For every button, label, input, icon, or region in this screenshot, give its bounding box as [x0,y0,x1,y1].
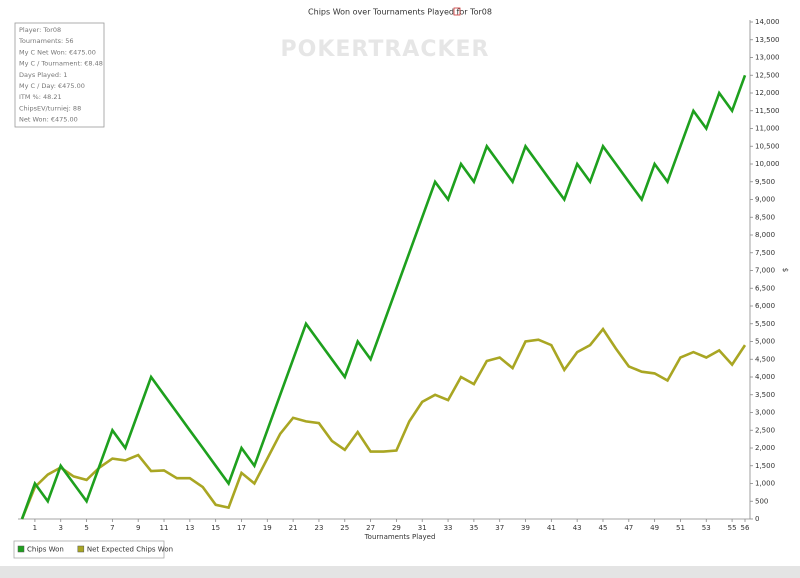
y-tick-label: 9,500 [755,178,775,186]
x-tick-label: 56 [741,524,750,532]
x-tick-label: 37 [495,524,504,532]
title-icon [453,7,461,16]
y-tick-label: 10,000 [755,160,780,168]
info-line: ITM %: 48.21 [19,93,62,101]
x-tick-label: 29 [392,524,401,532]
x-tick-label: 21 [289,524,298,532]
x-tick-label: 47 [624,524,633,532]
x-tick-label: 19 [263,524,272,532]
y-tick-label: 4,000 [755,373,775,381]
x-tick-label: 9 [136,524,140,532]
x-tick-label: 27 [366,524,375,532]
chart-background [0,0,800,566]
x-tick-label: 43 [573,524,582,532]
status-strip [0,566,800,578]
y-tick-label: 8,500 [755,213,775,221]
x-tick-label: 25 [340,524,349,532]
x-tick-label: 49 [650,524,659,532]
info-line: Net Won: €475.00 [19,116,78,124]
info-line: Tournaments: 56 [18,37,74,45]
x-tick-label: 15 [211,524,220,532]
legend-label: Net Expected Chips Won [87,546,173,554]
x-tick-label: 23 [314,524,323,532]
y-tick-label: 1,500 [755,462,775,470]
x-tick-label: 51 [676,524,685,532]
series-line [20,74,747,520]
y-tick-label: 0 [755,515,759,523]
y-tick-label: 5,000 [755,338,775,346]
y-tick-label: 500 [755,497,768,505]
chart-title: Chips Won over Tournaments Played for To… [308,8,492,17]
x-tick-label: 35 [469,524,478,532]
y-tick-label: 13,000 [755,54,780,62]
y-tick-label: 13,500 [755,36,780,44]
info-line: My C / Tournament: €8.48 [19,60,103,68]
x-tick-label: 5 [84,524,88,532]
x-tick-label: 3 [58,524,62,532]
x-tick-label: 33 [444,524,453,532]
y-tick-label: 1,000 [755,480,775,488]
y-tick-label: 10,500 [755,142,780,150]
watermark: POKERTRACKER [281,37,490,62]
info-box [14,22,105,128]
y-tick-label: 2,000 [755,444,775,452]
x-tick-label: 1 [33,524,37,532]
legend [13,540,165,559]
y-tick-label: 9,000 [755,196,775,204]
x-tick-label: 53 [702,524,711,532]
x-tick-label: 55 [728,524,737,532]
y-axis-label: $ [781,268,789,272]
x-tick-label: 7 [110,524,114,532]
y-tick-label: 14,000 [755,18,780,26]
y-tick-label: 7,000 [755,267,775,275]
info-line: My C / Day: €475.00 [19,82,85,90]
y-tick-label: 11,500 [755,107,780,115]
y-tick-label: 7,500 [755,249,775,257]
y-tick-label: 3,000 [755,409,775,417]
x-tick-label: 39 [521,524,530,532]
legend-swatch [77,545,85,553]
y-tick-label: 6,000 [755,302,775,310]
info-line: Days Played: 1 [19,71,67,79]
y-tick-label: 12,500 [755,71,780,79]
legend-swatch [17,545,25,553]
x-tick-label: 11 [160,524,169,532]
x-axis-label: Tournaments Played [364,533,436,541]
info-line: ChipsEV/turniej: 88 [19,104,81,112]
y-tick-label: 11,000 [755,125,780,133]
y-tick-label: 4,500 [755,355,775,363]
y-tick-label: 6,500 [755,284,775,292]
x-tick-label: 31 [418,524,427,532]
series-line [20,326,747,520]
y-tick-label: 3,500 [755,391,775,399]
y-tick-label: 12,000 [755,89,780,97]
info-line: Player: Tor08 [19,26,61,34]
legend-label: Chips Won [27,546,64,554]
y-tick-label: 5,500 [755,320,775,328]
x-tick-label: 17 [237,524,246,532]
x-tick-label: 13 [185,524,194,532]
y-tick-label: 2,500 [755,426,775,434]
info-line: My C Net Won: €475.00 [19,48,96,56]
y-tick-label: 8,000 [755,231,775,239]
x-tick-label: 45 [599,524,608,532]
x-tick-label: 41 [547,524,556,532]
